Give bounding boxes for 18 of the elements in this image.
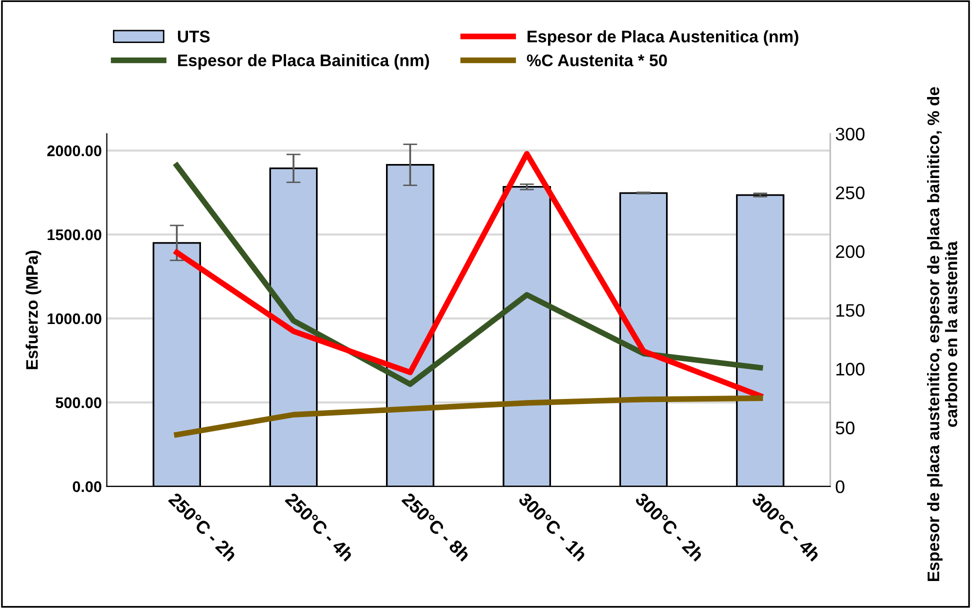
y-tick-label: 0.00 [72,481,102,492]
y2-tick-label: 250 [836,186,864,200]
y-axis-title: Esfuerzo (MPa) [26,250,42,370]
y2-tick-label: 100 [836,362,864,376]
y-tick-label: 500.00 [56,397,102,408]
y-tick-label: 1000.00 [48,313,102,324]
y2-tick-label: 150 [836,304,864,317]
y-tick-label: 2000.00 [47,145,102,156]
legend-label: Espesor de Placa Bainitica (nm) [178,54,430,70]
y2-tick-label: 0 [836,480,844,494]
legend-label: %C Austenita * 50 [526,54,667,66]
y2-axis-title: Espesor de placa austenitico, espesor de placa bainitico, % de carbono en la austenita [927,87,958,582]
legend-label: Espesor de Placa Austenitica (nm) [528,30,798,46]
legend-label: UTS [178,30,210,42]
y2-tick-label: 200 [836,245,864,258]
y-tick-label: 1500.00 [48,229,102,240]
y2-tick-label: 50 [836,422,854,434]
y2-tick-label: 300 [836,128,864,140]
